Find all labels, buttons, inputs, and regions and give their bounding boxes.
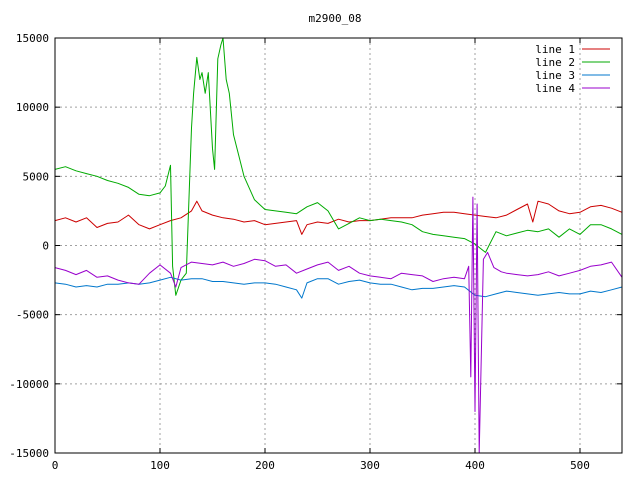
series-line-1 [54, 200, 623, 235]
legend-label: line 4 [535, 82, 575, 95]
series-group [54, 37, 623, 454]
legend-label: line 3 [535, 69, 575, 82]
y-tick-label: 10000 [16, 101, 49, 114]
series-line-2 [54, 37, 623, 296]
y-tick-label: 0 [42, 240, 49, 253]
series-line-3 [54, 276, 623, 299]
y-tick-label: -10000 [9, 378, 49, 391]
y-tick-label: 5000 [23, 170, 50, 183]
x-tick-label: 0 [52, 459, 59, 472]
axis-ticks: 0 100 200 300 400 500 -15000 -10000 -5000 0 5000 10… [9, 32, 622, 472]
legend-label: line 2 [535, 56, 575, 69]
x-tick-label: 300 [360, 459, 380, 472]
grid [55, 38, 622, 453]
y-tick-label: 15000 [16, 32, 49, 45]
x-tick-label: 500 [570, 459, 590, 472]
legend-label: line 1 [535, 43, 575, 56]
y-tick-label: -15000 [9, 447, 49, 460]
chart-title: m2900_08 [309, 12, 362, 25]
x-tick-label: 100 [150, 459, 170, 472]
y-tick-label: -5000 [16, 309, 49, 322]
series-line-4 [54, 196, 623, 454]
x-tick-label: 400 [465, 459, 485, 472]
x-tick-label: 200 [255, 459, 275, 472]
